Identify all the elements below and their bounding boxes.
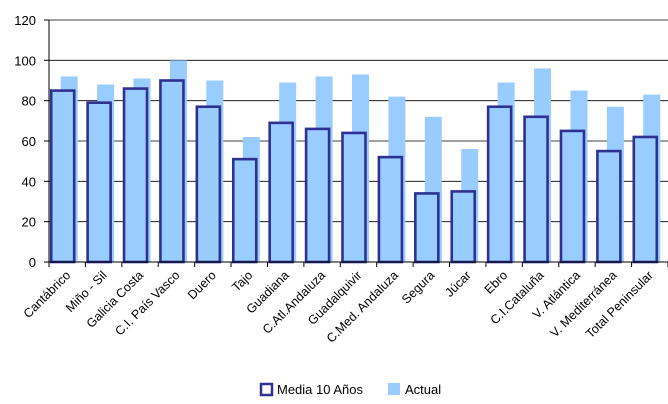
bar-media [268, 121, 294, 264]
legend-label-actual: Actual [405, 382, 441, 397]
x-category-label: Tajo [229, 268, 255, 294]
bar-media [632, 135, 659, 264]
bar-media [231, 157, 258, 264]
bar-media [559, 129, 586, 264]
legend-label-media: Media 10 Años [277, 382, 364, 397]
axes [44, 19, 668, 267]
x-category-label: Cantábrico [21, 268, 74, 321]
bar-media [304, 127, 331, 264]
y-tick-labels: 0 20 40 60 80 100 120 [14, 13, 36, 270]
bar-media [414, 192, 440, 264]
bar-media [596, 149, 622, 264]
y-tick-label: 100 [14, 53, 36, 68]
x-category-label: C.I. País Vasco [112, 268, 182, 338]
y-tick-label: 60 [22, 134, 36, 149]
bar-media [159, 79, 185, 264]
bar-media [450, 190, 477, 264]
bar-media [86, 101, 112, 264]
x-category-label: C.Atl.Andaluza [260, 268, 328, 336]
bar-media [523, 115, 549, 264]
bar-media [341, 131, 367, 264]
bar-media [195, 105, 222, 264]
y-tick-label: 80 [22, 94, 36, 109]
legend-swatch-actual [388, 383, 400, 395]
y-tick-label: 40 [22, 174, 36, 189]
x-category-label: Duero [185, 268, 219, 302]
x-category-label: Júcar [442, 268, 474, 300]
y-tick-label: 20 [22, 215, 36, 230]
bar-media [377, 155, 404, 264]
bar-media [122, 87, 149, 264]
bar-media [486, 105, 513, 264]
y-tick-label: 120 [14, 13, 36, 28]
legend-swatch-media [259, 382, 274, 397]
x-category-label: Segura [399, 268, 437, 306]
legend: Media 10 Años Actual [259, 382, 441, 397]
media-bars [49, 79, 659, 264]
x-category-label: Ebro [482, 268, 511, 297]
x-category-label: Total Peninsular [583, 268, 656, 341]
y-tick-label: 0 [29, 255, 36, 270]
bar-media [49, 89, 76, 264]
